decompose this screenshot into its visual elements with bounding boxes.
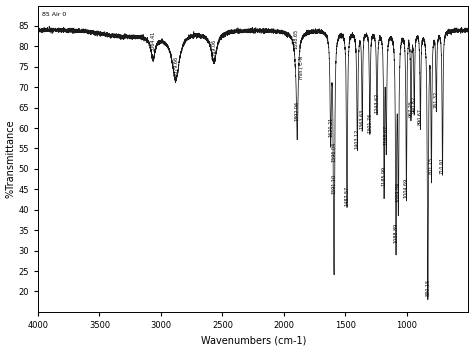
Text: min.( C-N: min.( C-N [299, 56, 304, 79]
Text: 1069.84: 1069.84 [396, 182, 401, 203]
Text: 1892.06: 1892.06 [295, 101, 300, 121]
Text: 761.32: 761.32 [434, 91, 439, 108]
Text: 1088.89: 1088.89 [393, 223, 399, 243]
Y-axis label: %Transmittance: %Transmittance [6, 119, 16, 198]
Text: 3064.41: 3064.41 [151, 31, 155, 51]
Text: 1487.57: 1487.57 [345, 186, 349, 206]
Text: 1363.63: 1363.63 [360, 109, 365, 129]
Text: 1185.99: 1185.99 [382, 166, 387, 186]
Text: 1591.10: 1591.10 [332, 174, 337, 194]
Text: 1243.62: 1243.62 [374, 92, 380, 113]
Text: 1004.69: 1004.69 [404, 178, 409, 198]
Text: 1898.65: 1898.65 [294, 29, 299, 49]
Text: 2879.66: 2879.66 [173, 56, 178, 76]
Text: 940.82: 940.82 [412, 95, 417, 113]
Text: 967.25: 967.25 [409, 100, 413, 117]
Text: 85 Air 0: 85 Air 0 [42, 12, 66, 17]
Text: 830.15: 830.15 [425, 279, 430, 296]
Text: 1403.12: 1403.12 [355, 129, 360, 149]
Text: 2569.06: 2569.06 [211, 39, 217, 59]
Text: 1168.67: 1168.67 [384, 125, 389, 145]
Text: 1596.04: 1596.04 [331, 141, 336, 161]
Text: 1301.76: 1301.76 [367, 113, 373, 133]
X-axis label: Wavenumbers (cm-1): Wavenumbers (cm-1) [201, 336, 306, 345]
Text: 1620.21: 1620.21 [328, 117, 333, 137]
Text: 890.67: 890.67 [418, 108, 423, 125]
Text: 801.15: 801.15 [429, 157, 434, 174]
Text: 710.91: 710.91 [440, 157, 445, 174]
